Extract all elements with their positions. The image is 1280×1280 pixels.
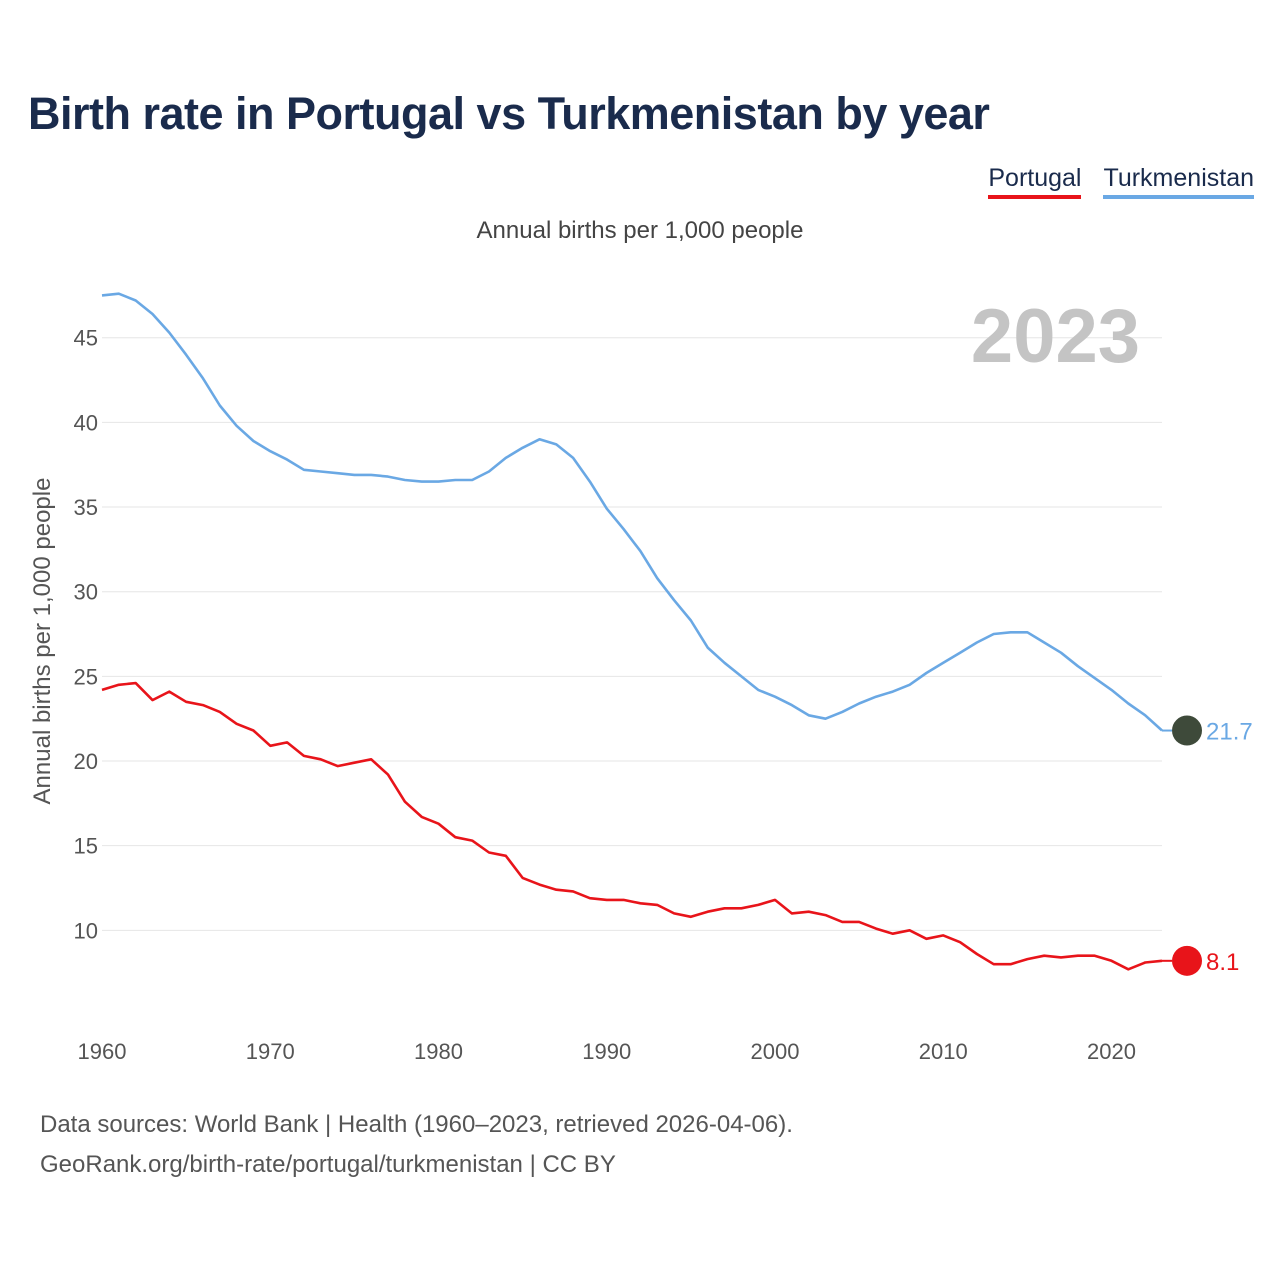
x-tick-label: 2000: [751, 1039, 800, 1064]
series-line-portugal: [101, 681, 1163, 971]
line-chart: 10 15 20 25 30 35 40 45 1960 1970 1980 1990 2000 2010…: [29, 292, 1253, 1064]
flag-portugal-icon: [1172, 945, 1202, 976]
legend: Portugal Turkmenistan: [988, 164, 1254, 199]
source-line-data: Data sources: World Bank | Health (1960–…: [40, 1111, 793, 1138]
y-tick-label: 35: [74, 495, 98, 520]
legend-item-portugal[interactable]: Portugal: [988, 164, 1082, 199]
y-tick-label: 40: [74, 410, 98, 435]
end-value-label: 8.1: [1206, 949, 1239, 976]
x-tick-label: 1960: [78, 1039, 127, 1064]
y-tick-label: 15: [74, 834, 98, 859]
y-tick-label: 45: [74, 326, 98, 351]
source-note: Data sources: World Bank | Health (1960–…: [40, 1105, 793, 1185]
source-line-url[interactable]: GeoRank.org/birth-rate/portugal/turkmeni…: [40, 1151, 616, 1178]
x-tick-label: 1980: [414, 1039, 463, 1064]
y-tick-label: 25: [74, 664, 98, 689]
y-tick-label: 20: [74, 749, 98, 774]
legend-item-turkmenistan[interactable]: Turkmenistan: [1103, 164, 1254, 199]
year-label: 2023: [971, 294, 1140, 379]
series-line-turkmenistan: [101, 292, 1163, 732]
x-tick-label: 1990: [582, 1039, 631, 1064]
y-tick-label: 10: [74, 918, 98, 943]
x-tick-label: 2020: [1087, 1039, 1136, 1064]
y-tick-label: 30: [74, 580, 98, 605]
end-value-label: 21.7: [1206, 719, 1253, 746]
chart-subtitle: Annual births per 1,000 people: [476, 217, 804, 244]
flag-turkmenistan-icon: [1172, 715, 1202, 746]
x-tick-label: 2010: [919, 1039, 968, 1064]
x-tick-label: 1970: [246, 1039, 295, 1064]
y-axis-label: Annual births per 1,000 people: [29, 478, 56, 805]
page-title: Birth rate in Portugal vs Turkmenistan b…: [28, 88, 990, 139]
